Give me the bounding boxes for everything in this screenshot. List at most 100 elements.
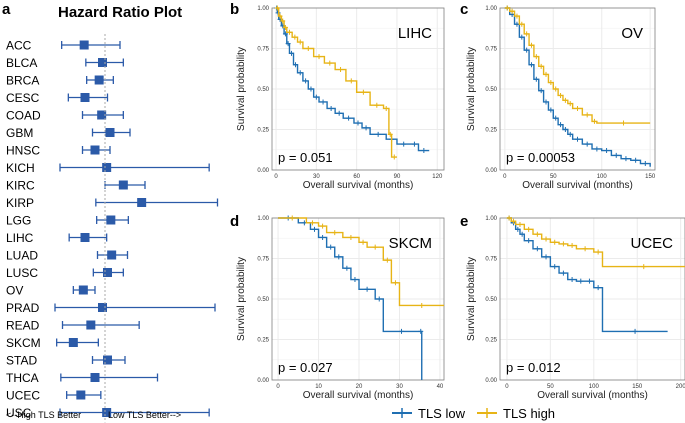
panel-letter-a: a bbox=[2, 1, 11, 18]
km-skcm-pvalue: p = 0.027 bbox=[278, 360, 333, 375]
km-ov-censor-high-6 bbox=[528, 42, 534, 48]
km-ucec-censor-high-3 bbox=[517, 221, 523, 227]
forest-label-lgg: LGG bbox=[6, 214, 31, 228]
km-ov-censor-high-16 bbox=[584, 112, 590, 118]
km-ucec-censor-low-10 bbox=[569, 277, 575, 283]
km-ucec-censor-low-5 bbox=[526, 238, 532, 244]
forest-label-acc: ACC bbox=[6, 39, 32, 53]
km-ov-censor-high-1 bbox=[504, 5, 510, 11]
km-ov-censor-low-17 bbox=[594, 146, 600, 152]
km-ucec-censor-low-11 bbox=[578, 278, 584, 284]
km-ucec-censor-low-8 bbox=[552, 264, 558, 270]
km-skcm-censor-high-7 bbox=[372, 244, 378, 250]
km-skcm-ytick-0: 0.00 bbox=[257, 378, 269, 384]
km-ov-censor-low-8 bbox=[538, 88, 544, 94]
km-lihc-censor-high-17 bbox=[391, 154, 397, 160]
km-skcm-censor-low-3 bbox=[311, 226, 317, 232]
km-ov-censor-low-10 bbox=[548, 107, 554, 113]
forest-hr-point-lusc bbox=[103, 268, 112, 277]
km-ov-censor-high-11 bbox=[553, 86, 559, 92]
km-lihc-censor-high-13 bbox=[360, 89, 366, 95]
km-ucec-censor-high-6 bbox=[543, 236, 549, 242]
km-skcm-curve-low bbox=[278, 217, 423, 380]
forest-label-lusc: LUSC bbox=[6, 266, 38, 280]
km-ov-censor-high-3 bbox=[514, 13, 520, 19]
km-lihc-censor-low-5 bbox=[282, 31, 288, 37]
km-lihc-censor-low-10 bbox=[303, 78, 309, 84]
km-skcm-censor-high-9 bbox=[392, 280, 398, 286]
legend-label-high: TLS high bbox=[503, 406, 555, 421]
forest-label-prad: PRAD bbox=[6, 301, 40, 315]
km-ov-censor-high-7 bbox=[533, 54, 539, 60]
forest-hr-point-kirp bbox=[137, 198, 147, 207]
km-lihc-censor-high-7 bbox=[297, 39, 303, 45]
km-lihc-censor-high-10 bbox=[327, 60, 333, 66]
forest-hr-point-coad bbox=[97, 110, 107, 120]
forest-label-blca: BLCA bbox=[6, 56, 37, 70]
km-ov-censor-low-14 bbox=[567, 131, 573, 137]
km-skcm-censor-low-7 bbox=[344, 265, 350, 271]
km-skcm-ytick-4: 1.00 bbox=[257, 216, 269, 222]
km-skcm-frame bbox=[271, 217, 445, 381]
km-lihc-title: LIHC bbox=[398, 25, 432, 42]
forest-label-brca: BRCA bbox=[6, 74, 39, 88]
km-ov-title: OV bbox=[621, 25, 643, 42]
km-lihc-censor-low-19 bbox=[375, 131, 381, 137]
km-lihc-censor-high-1 bbox=[274, 5, 280, 11]
km-ov-censor-low-19 bbox=[613, 152, 619, 158]
km-ucec-censor-high-8 bbox=[560, 241, 566, 247]
km-ucec-curve-high bbox=[506, 217, 685, 268]
km-skcm-curve-high bbox=[278, 217, 444, 307]
km-ucec-xlabel: Overall survival (months) bbox=[537, 390, 648, 401]
km-ov-censor-low-12 bbox=[558, 122, 564, 128]
km-ucec-censor-high-5 bbox=[534, 231, 540, 237]
km-ov-censor-low-16 bbox=[584, 141, 590, 147]
km-lihc-censor-high-15 bbox=[383, 105, 389, 111]
forest-rows: ACC BLCA BRCA CESC COAD GBM HNSC KICH KIRC KIRP LG… bbox=[6, 39, 219, 420]
km-ucec-ytick-2: 0.50 bbox=[485, 297, 497, 303]
km-skcm-censor-low-11 bbox=[399, 328, 405, 334]
km-ucec-censor-high-11 bbox=[595, 249, 601, 255]
km-ucec-censor-low-13 bbox=[595, 285, 601, 291]
km-lihc-xtick-2: 60 bbox=[353, 174, 360, 180]
forest-label-ov: OV bbox=[6, 284, 23, 298]
km-ucec-title: UCEC bbox=[630, 235, 673, 252]
km-lihc-censor-low-7 bbox=[288, 50, 294, 56]
forest-x-axis: 0.51.01.52.02.5 bbox=[104, 34, 106, 423]
km-skcm-censor-low-9 bbox=[364, 286, 370, 292]
km-ov-xlabel: Overall survival (months) bbox=[522, 180, 633, 191]
forest-hr-point-usc bbox=[102, 408, 112, 417]
km-skcm-xtick-2: 20 bbox=[356, 384, 363, 390]
km-ov-censor-low-20 bbox=[623, 156, 629, 162]
km-skcm-ylabel: Survival probability bbox=[236, 257, 247, 341]
km-skcm-censor-low-12 bbox=[418, 328, 424, 334]
km-ucec-censor-high-7 bbox=[552, 239, 558, 245]
km-skcm-censor-high-5 bbox=[348, 234, 354, 240]
km-lihc-xtick-4: 120 bbox=[432, 174, 443, 180]
panel-letter-c: c bbox=[460, 1, 468, 18]
km-lihc-censor-low-18 bbox=[363, 125, 369, 131]
km-lihc-ytick-0: 0.00 bbox=[257, 168, 269, 174]
km-ov-censor-high-10 bbox=[548, 80, 554, 86]
forest-hr-point-stad bbox=[103, 355, 112, 365]
km-ov-censor-high-13 bbox=[562, 97, 568, 103]
forest-label-hnsc: HNSC bbox=[6, 144, 40, 158]
forest-title: Hazard Ratio Plot bbox=[58, 4, 182, 21]
km-lihc-ytick-4: 1.00 bbox=[257, 6, 269, 12]
forest-footer-right: Low TLS Better--> bbox=[108, 410, 181, 420]
km-skcm-censor-low-5 bbox=[328, 244, 334, 250]
km-skcm-xtick-4: 40 bbox=[437, 384, 444, 390]
km-ov-censor-low-21 bbox=[633, 157, 639, 163]
km-skcm-censor-low-10 bbox=[376, 296, 382, 302]
forest-label-gbm: GBM bbox=[6, 126, 33, 140]
km-ov-ytick-2: 0.50 bbox=[485, 87, 497, 93]
forest-hr-point-lihc bbox=[80, 233, 90, 242]
km-skcm-censor-low-8 bbox=[352, 277, 358, 283]
forest-hr-point-gbm bbox=[105, 128, 115, 137]
forest-label-stad: STAD bbox=[6, 354, 37, 368]
km-skcm-censor-high-6 bbox=[360, 239, 366, 245]
km-lihc-curve-low bbox=[276, 7, 430, 152]
forest-hr-point-kirc bbox=[118, 180, 128, 190]
km-skcm-ytick-1: 0.25 bbox=[257, 338, 269, 344]
km-lihc-censor-high-9 bbox=[316, 54, 322, 60]
